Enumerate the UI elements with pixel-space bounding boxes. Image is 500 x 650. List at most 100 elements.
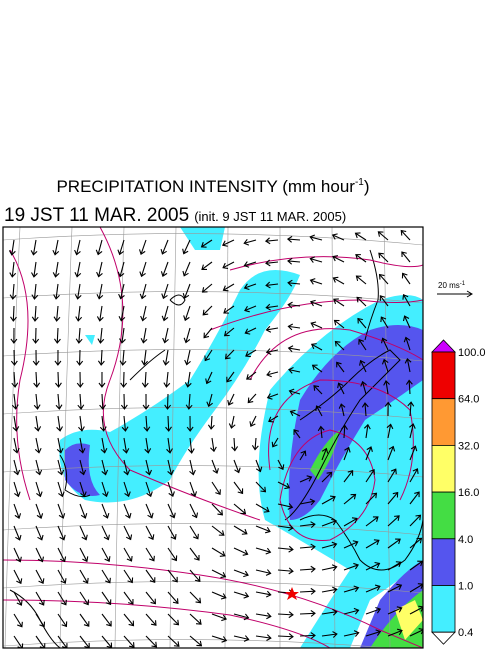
wind-arrow-head xyxy=(266,612,272,620)
wind-arrow-shaft xyxy=(364,403,367,417)
wind-arrow-head xyxy=(201,287,208,293)
title-end: ) xyxy=(364,177,370,196)
wind-arrow-head xyxy=(388,445,396,452)
wind-arrow-head xyxy=(243,613,250,621)
wind-arrow-shaft xyxy=(299,476,312,483)
wind-arrow-shaft xyxy=(365,562,380,571)
wind-arrow-shaft xyxy=(355,232,367,241)
wind-arrow-head xyxy=(309,299,316,307)
wind-arrow-shaft xyxy=(245,349,257,357)
wind-arrow-head xyxy=(37,556,44,563)
wind-arrow-head xyxy=(289,409,296,417)
wind-arrow-head xyxy=(31,294,39,300)
wind-arrow-shaft xyxy=(79,525,87,540)
wind-arrow-head xyxy=(251,445,259,451)
wind-arrow-head xyxy=(165,426,172,432)
wind-arrow-shaft xyxy=(145,437,149,453)
wind-arrow-shaft xyxy=(321,472,332,483)
wind-arrow-shaft xyxy=(123,613,134,626)
wind-arrow-head xyxy=(396,583,403,590)
wind-arrow-head xyxy=(164,404,172,410)
wind-arrow-shaft xyxy=(244,261,257,267)
wind-arrow-head xyxy=(401,272,408,279)
wind-arrow-shaft xyxy=(101,393,104,410)
wind-arrow-head xyxy=(219,550,226,557)
wind-arrow-head xyxy=(227,399,234,406)
wind-arrow-shaft xyxy=(233,591,249,597)
wind-arrow-shaft xyxy=(143,349,147,365)
wind-arrow-shaft xyxy=(228,393,235,406)
wind-arrow-head xyxy=(39,643,46,648)
wind-arrow-shaft xyxy=(57,437,62,453)
wind-arrow-head xyxy=(241,528,248,535)
wind-arrow-shaft xyxy=(11,239,15,255)
wind-arrow-head xyxy=(13,469,21,476)
wind-arrow-head xyxy=(207,424,215,430)
wind-arrow-shaft xyxy=(13,591,22,606)
wind-arrow-shaft xyxy=(409,446,416,461)
wind-arrow-shaft xyxy=(335,341,345,351)
wind-arrow-shaft xyxy=(186,349,191,365)
wind-arrow-shaft xyxy=(320,426,323,439)
wind-arrow-shaft xyxy=(299,500,315,505)
wind-arrow-shaft xyxy=(277,547,293,551)
wind-arrow-shaft xyxy=(202,305,213,316)
wind-arrow-head xyxy=(106,620,112,627)
wind-arrow-shaft xyxy=(244,305,257,312)
wind-arrow-head xyxy=(288,367,294,374)
wind-arrow-head xyxy=(9,294,17,300)
wind-arrow-shaft xyxy=(356,275,367,285)
wind-arrow-shaft xyxy=(185,327,191,343)
wind-arrow-head xyxy=(139,293,147,300)
wind-arrow-shaft xyxy=(35,569,44,584)
wind-arrow-head xyxy=(201,264,208,271)
wind-arrow-shaft xyxy=(387,424,392,439)
wind-arrow-shaft xyxy=(313,385,323,395)
wind-arrow-shaft xyxy=(142,305,147,321)
wind-arrow-shaft xyxy=(211,437,215,452)
wind-arrow-shaft xyxy=(387,607,402,615)
wind-arrow-shaft xyxy=(233,503,246,515)
wind-arrow-shaft xyxy=(101,613,112,627)
wind-arrow-head xyxy=(379,295,386,301)
wind-arrow-shaft xyxy=(123,459,129,475)
wind-arrow-shaft xyxy=(288,325,301,329)
wind-arrow-head xyxy=(300,450,307,457)
wind-arrow-shaft xyxy=(145,547,155,562)
wind-arrow-head xyxy=(400,229,407,236)
wind-arrow-head xyxy=(97,338,105,344)
wind-arrow-head xyxy=(75,316,83,322)
wind-arrow-head xyxy=(361,402,369,408)
wind-arrow-shaft xyxy=(277,635,294,638)
wind-arrow-shaft xyxy=(167,613,179,626)
wind-arrow-head xyxy=(150,620,157,626)
wind-arrow-shaft xyxy=(255,591,271,596)
wind-arrow-head xyxy=(363,423,371,430)
wind-arrow-head xyxy=(99,404,107,410)
wind-arrow-head xyxy=(226,376,232,383)
wind-arrow-shaft xyxy=(13,635,23,648)
wind-arrow-shaft xyxy=(321,611,337,615)
wind-arrow-head xyxy=(74,249,81,256)
wind-arrow-shaft xyxy=(167,415,170,432)
wind-arrow-shaft xyxy=(233,613,249,619)
wind-arrow-shaft xyxy=(365,446,372,461)
wind-arrow-head xyxy=(83,621,90,627)
wind-arrow-head xyxy=(163,382,171,388)
wind-arrow-head xyxy=(313,385,320,391)
wind-arrow-shaft xyxy=(201,239,213,248)
wind-arrow-shaft xyxy=(35,635,46,648)
wind-arrow-head xyxy=(288,524,294,532)
wind-arrow-shaft xyxy=(33,283,37,299)
wind-arrow-shaft xyxy=(167,525,176,540)
wind-arrow-head xyxy=(287,257,293,265)
wind-arrow-head xyxy=(166,448,173,454)
wind-arrow-head xyxy=(310,632,316,639)
wind-arrow-shaft xyxy=(211,547,226,557)
wind-arrow-head xyxy=(162,337,169,344)
wind-arrow-shaft xyxy=(101,569,111,584)
parallel xyxy=(3,581,423,594)
wind-arrow-shaft xyxy=(379,295,389,307)
wind-arrow-shaft xyxy=(409,606,423,615)
wind-arrow-head xyxy=(220,571,227,579)
